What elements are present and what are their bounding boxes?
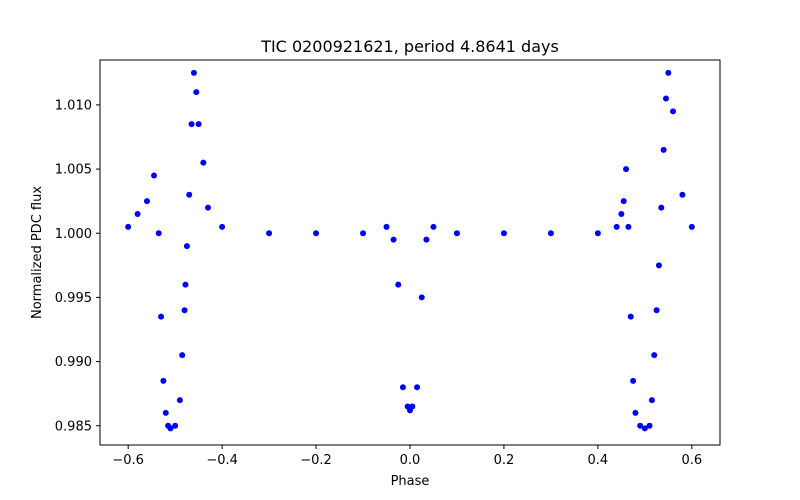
y-axis-label: Normalized PDC flux: [30, 186, 45, 319]
data-point: [181, 307, 188, 314]
data-point: [679, 191, 686, 198]
data-point: [155, 230, 162, 237]
data-point: [390, 236, 397, 243]
data-point: [193, 89, 200, 96]
data-point: [162, 409, 169, 416]
data-point: [176, 397, 183, 404]
data-point: [630, 377, 637, 384]
data-point: [188, 121, 195, 128]
data-point: [179, 352, 186, 359]
data-point: [195, 121, 202, 128]
data-point: [646, 422, 653, 429]
x-tick-label: 0.4: [588, 453, 609, 468]
data-point: [183, 243, 190, 250]
x-tick-label: 0.2: [494, 453, 515, 468]
data-point: [219, 223, 226, 230]
data-point: [409, 403, 416, 410]
data-point: [623, 166, 630, 173]
data-point: [190, 69, 197, 76]
x-tick-label: 0.0: [400, 453, 421, 468]
data-point: [627, 313, 634, 320]
data-point: [453, 230, 460, 237]
y-tick-label: 0.990: [55, 355, 92, 370]
data-point: [423, 236, 430, 243]
axes: −0.6 −0.4 −0.2 0.0 0.2 0.4 0.6 0.985 0.990 0.995 1…: [55, 59, 721, 468]
data-point: [637, 422, 644, 429]
data-point: [547, 230, 554, 237]
data-point: [660, 146, 667, 153]
data-point: [688, 223, 695, 230]
data-point: [167, 425, 174, 432]
y-tick-label: 1.000: [55, 227, 92, 242]
data-point: [313, 230, 320, 237]
data-point: [266, 230, 273, 237]
data-point: [414, 384, 421, 391]
x-tick-label: 0.6: [681, 453, 702, 468]
y-tick-label: 1.005: [55, 163, 92, 178]
chart-title: TIC 0200921621, period 4.8641 days: [260, 37, 559, 56]
x-tick-label: −0.2: [300, 453, 332, 468]
data-point: [360, 230, 367, 237]
data-point: [625, 223, 632, 230]
data-point: [648, 397, 655, 404]
data-point: [658, 204, 665, 211]
data-point: [620, 198, 627, 205]
data-point: [395, 281, 402, 288]
data-point: [613, 223, 620, 230]
data-point: [134, 211, 141, 217]
data-point: [399, 384, 406, 391]
data-point: [383, 223, 390, 230]
data-point: [662, 95, 669, 102]
data-point: [594, 230, 601, 237]
data-point: [618, 211, 625, 217]
data-point: [200, 159, 207, 166]
y-tick-label: 0.995: [55, 291, 92, 306]
data-point: [143, 198, 150, 205]
data-point: [632, 409, 639, 416]
y-tick-label: 1.010: [55, 98, 92, 113]
data-point: [653, 307, 660, 314]
data-point: [655, 262, 662, 269]
data-point: [151, 172, 158, 179]
plot-area: [125, 69, 695, 432]
data-point: [670, 108, 677, 115]
data-point: [172, 422, 179, 429]
data-point: [418, 294, 425, 301]
data-point: [430, 223, 437, 230]
data-point: [665, 69, 672, 76]
data-point: [186, 191, 193, 198]
data-point: [500, 230, 507, 237]
x-tick-label: −0.4: [206, 453, 238, 468]
x-tick-label: −0.6: [112, 453, 144, 468]
x-axis-label: Phase: [391, 474, 430, 489]
data-point: [641, 425, 648, 432]
data-points: [125, 69, 695, 432]
data-point: [160, 377, 167, 384]
y-tick-label: 0.985: [55, 419, 92, 434]
data-point: [182, 281, 189, 288]
data-point: [205, 204, 212, 211]
data-point: [125, 223, 132, 230]
data-point: [158, 313, 165, 320]
data-point: [651, 352, 658, 359]
